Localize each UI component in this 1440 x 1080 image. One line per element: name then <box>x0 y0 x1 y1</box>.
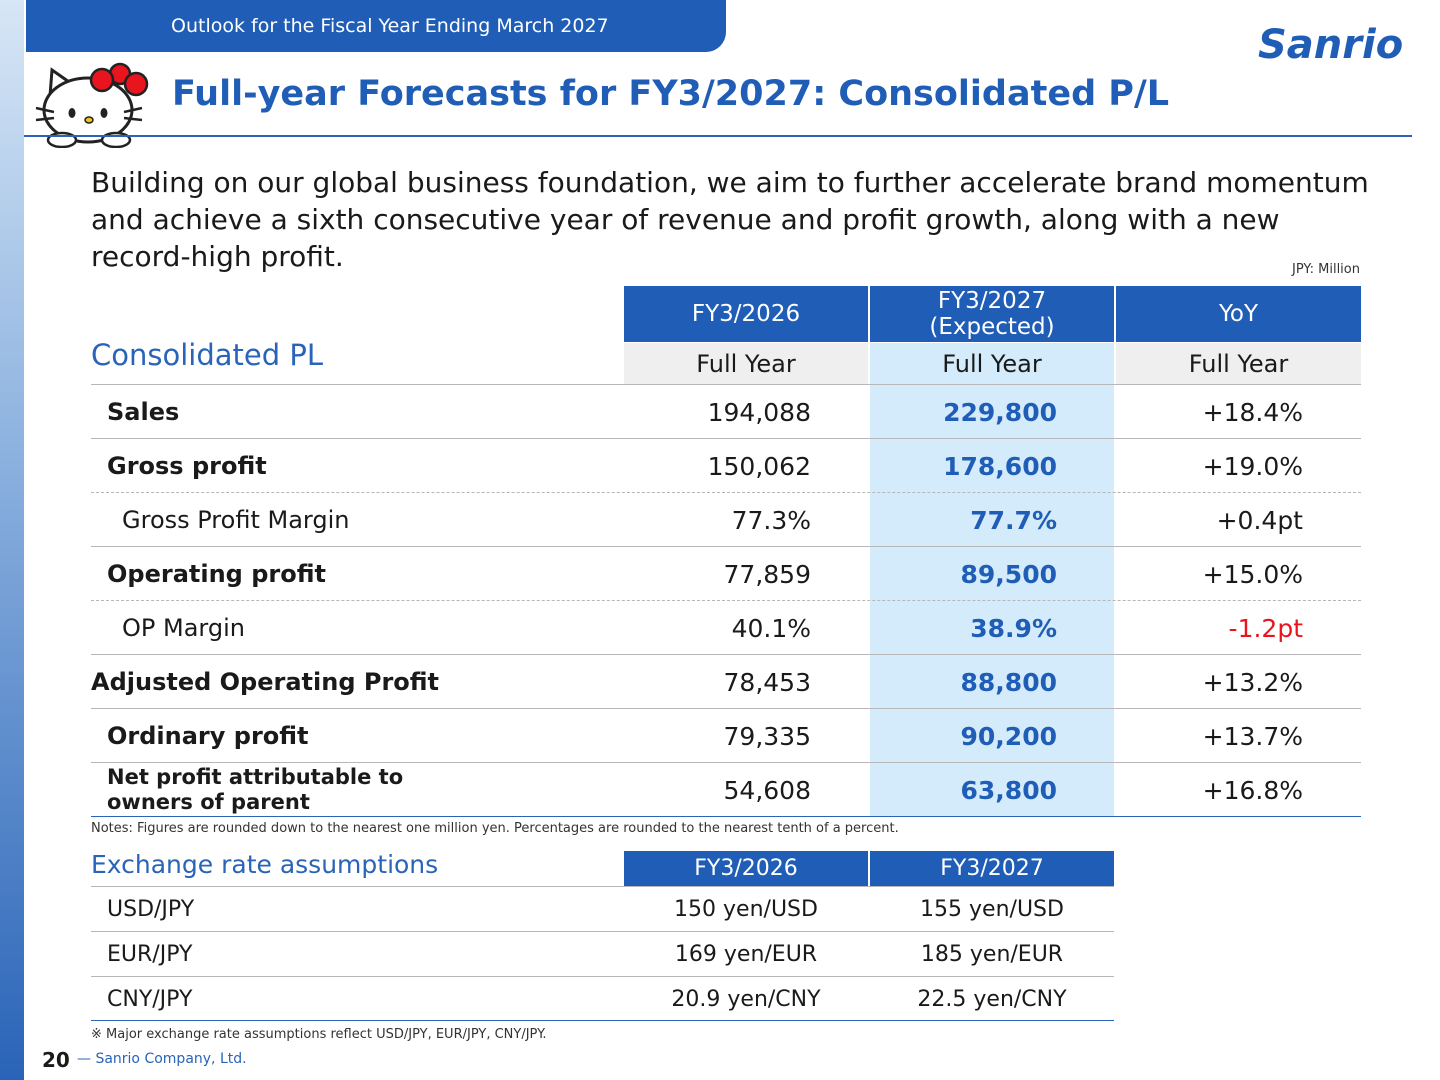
table-row: Operating profit 77,859 89,500 +15.0% <box>91 547 1361 601</box>
row-label: Ordinary profit <box>107 722 309 750</box>
table-row: Gross profit 150,062 178,600 +19.0% <box>91 439 1361 493</box>
fx-heading: Exchange rate assumptions <box>91 850 439 879</box>
row-divider <box>91 384 1361 385</box>
row-divider <box>91 886 1114 887</box>
pl-heading: Consolidated PL <box>91 338 323 372</box>
value-fy2026: 150,062 <box>707 451 811 481</box>
table-row: Adjusted Operating Profit 78,453 88,800 … <box>91 655 1361 709</box>
value-fy2027: 63,800 <box>960 775 1057 805</box>
row-label: OP Margin <box>122 614 245 642</box>
table-row: Net profit attributable to owners of par… <box>91 763 1361 817</box>
table-row: CNY/JPY 20.9 yen/CNY 22.5 yen/CNY <box>91 977 1114 1021</box>
fx-header-fy2027: FY3/2027 <box>870 851 1114 886</box>
value-fy2026: 54,608 <box>723 775 811 805</box>
svg-text:Sanrio: Sanrio <box>1258 22 1403 66</box>
row-divider <box>91 654 1361 655</box>
value-fy2026: 194,088 <box>707 397 811 427</box>
footer-company: — Sanrio Company, Ltd. <box>77 1051 247 1067</box>
pl-subheader-yoy: Full Year <box>1116 343 1361 385</box>
fx-value-fy2026: 20.9 yen/CNY <box>671 986 821 1012</box>
value-fy2027: 178,600 <box>943 451 1057 481</box>
table-row: Ordinary profit 79,335 90,200 +13.7% <box>91 709 1361 763</box>
value-fy2027: 89,500 <box>960 559 1057 589</box>
table-row: Sales 194,088 229,800 +18.4% <box>91 385 1361 439</box>
fx-label: CNY/JPY <box>107 986 193 1012</box>
value-yoy: +13.2% <box>1202 667 1303 697</box>
row-divider <box>91 931 1114 932</box>
row-label: Gross profit <box>107 452 267 480</box>
row-label: Gross Profit Margin <box>122 506 350 534</box>
value-yoy: +13.7% <box>1202 721 1303 751</box>
value-fy2027: 90,200 <box>960 721 1057 751</box>
table-bottom-rule <box>91 816 1361 817</box>
fx-label: EUR/JPY <box>107 941 193 967</box>
value-yoy: +0.4pt <box>1216 505 1303 535</box>
value-fy2026: 77,859 <box>723 559 811 589</box>
value-fy2026: 78,453 <box>723 667 811 697</box>
row-divider <box>91 492 1361 493</box>
fx-value-fy2026: 150 yen/USD <box>674 896 818 922</box>
value-fy2027: 77.7% <box>970 505 1057 535</box>
value-fy2027: 88,800 <box>960 667 1057 697</box>
row-divider <box>91 546 1361 547</box>
table-row: Gross Profit Margin 77.3% 77.7% +0.4pt <box>91 493 1361 547</box>
table-row: EUR/JPY 169 yen/EUR 185 yen/EUR <box>91 932 1114 976</box>
row-label: Adjusted Operating Profit <box>91 668 440 696</box>
table-row: USD/JPY 150 yen/USD 155 yen/USD <box>91 887 1114 931</box>
value-fy2026: 77.3% <box>731 505 811 535</box>
lead-paragraph: Building on our global business foundati… <box>91 166 1369 273</box>
pl-subheader-fy2026: Full Year <box>624 343 868 385</box>
row-divider <box>91 708 1361 709</box>
row-label: Net profit attributable to owners of par… <box>107 765 404 814</box>
value-fy2027: 229,800 <box>943 397 1057 427</box>
fx-header-fy2026: FY3/2026 <box>624 851 868 886</box>
pl-subheader-fy2027: Full Year <box>942 350 1042 378</box>
hello-kitty-icon <box>35 62 149 148</box>
value-fy2026: 79,335 <box>723 721 811 751</box>
sanrio-logo: Sanrio <box>1258 22 1403 66</box>
fx-bottom-rule <box>91 1020 1114 1021</box>
row-label: Sales <box>107 398 180 426</box>
value-yoy: +18.4% <box>1202 397 1303 427</box>
pl-notes: Notes: Figures are rounded down to the n… <box>91 821 899 836</box>
row-label: Operating profit <box>107 560 326 588</box>
row-divider <box>91 976 1114 977</box>
value-fy2027: 38.9% <box>970 613 1057 643</box>
fx-value-fy2027: 155 yen/USD <box>920 896 1064 922</box>
pl-header-yoy: YoY <box>1116 286 1361 342</box>
fx-value-fy2027: 22.5 yen/CNY <box>917 986 1067 1012</box>
fx-label: USD/JPY <box>107 896 195 922</box>
section-tab: Outlook for the Fiscal Year Ending March… <box>26 0 726 52</box>
left-gradient-band <box>0 0 24 1080</box>
row-divider <box>91 762 1361 763</box>
row-divider <box>91 438 1361 439</box>
expected-column-highlight <box>870 343 1114 816</box>
value-yoy: +16.8% <box>1202 775 1303 805</box>
pl-header-fy2026: FY3/2026 <box>624 286 868 342</box>
fx-note: ※ Major exchange rate assumptions reflec… <box>91 1027 547 1042</box>
value-yoy: +15.0% <box>1202 559 1303 589</box>
value-fy2026: 40.1% <box>731 613 811 643</box>
page-number: 20 <box>42 1048 70 1072</box>
pl-header-fy2027: FY3/2027 (Expected) <box>870 286 1114 342</box>
value-yoy: +19.0% <box>1202 451 1303 481</box>
title-divider <box>24 135 1412 137</box>
page-title: Full-year Forecasts for FY3/2027: Consol… <box>172 74 1170 114</box>
table-row: OP Margin 40.1% 38.9% -1.2pt <box>91 601 1361 655</box>
fx-value-fy2026: 169 yen/EUR <box>674 941 818 967</box>
value-yoy-negative: -1.2pt <box>1228 613 1303 643</box>
row-divider <box>91 600 1361 601</box>
unit-note: JPY: Million <box>1292 262 1360 277</box>
fx-value-fy2027: 185 yen/EUR <box>920 941 1064 967</box>
